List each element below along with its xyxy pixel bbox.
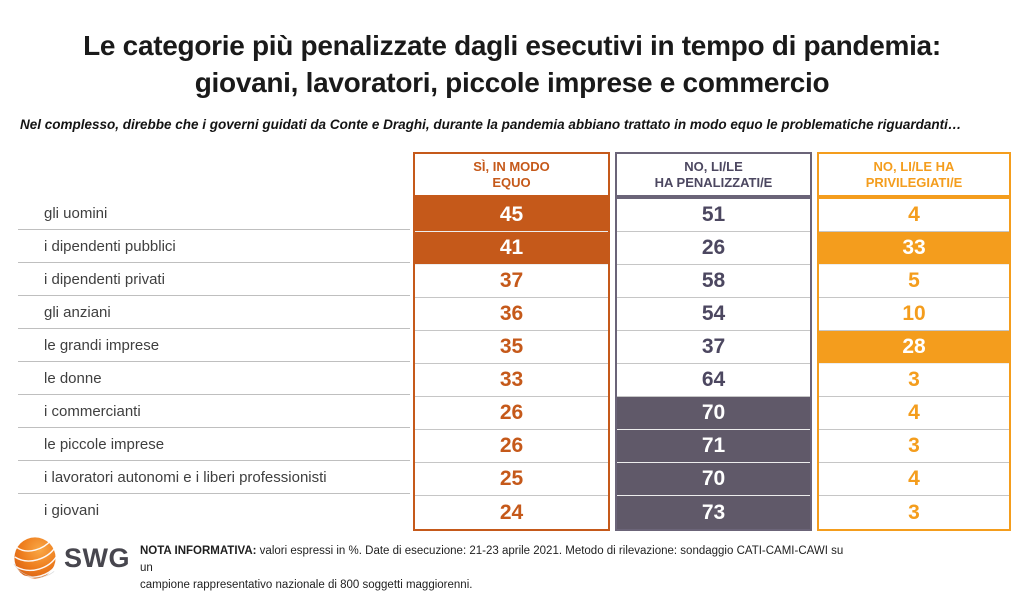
row-label: le donne	[18, 362, 410, 395]
value-cell: 28	[819, 331, 1009, 364]
column-body-penalizzati: 51 26 58 54 37 64 70 71 70 73	[615, 197, 812, 531]
value-cell: 25	[415, 463, 608, 496]
value-cell: 37	[415, 265, 608, 298]
column-si-in-modo-equo: SÌ, IN MODO EQUO 45 41 37 36 35 33 26 26 25 24	[413, 152, 610, 531]
value-cell: 70	[617, 397, 810, 430]
value-cell: 36	[415, 298, 608, 331]
row-label: i lavoratori autonomi e i liberi profess…	[18, 461, 410, 494]
column-header-penalizzati: NO, LI/LE HA PENALIZZATI/E	[615, 152, 812, 197]
column-header-equo-line1: SÌ, IN MODO	[473, 158, 550, 174]
note-line1: valori espressi in %. Date di esecuzione…	[140, 545, 844, 574]
slide: Le categorie più penalizzate dagli esecu…	[0, 27, 1024, 591]
row-label: gli uomini	[18, 197, 410, 230]
row-label: i giovani	[44, 502, 100, 519]
column-no-privilegiati: NO, LI/LE HA PRIVILEGIATI/E 4 33 5 10 28 3 4 3 4 3	[817, 152, 1011, 531]
column-header-privilegiati: NO, LI/LE HA PRIVILEGIATI/E	[817, 152, 1011, 197]
row-label: gli anziani	[18, 296, 410, 329]
row-label: le piccole imprese	[18, 428, 410, 461]
value-cell: 64	[617, 364, 810, 397]
value-cell: 4	[819, 463, 1009, 496]
value-cell: 4	[819, 199, 1009, 232]
row-label: le grandi imprese	[18, 329, 410, 362]
page-title: Le categorie più penalizzate dagli esecu…	[0, 27, 1024, 101]
value-cell: 4	[819, 397, 1009, 430]
value-cell: 5	[819, 265, 1009, 298]
value-cell: 26	[617, 232, 810, 265]
value-cell: 58	[617, 265, 810, 298]
value-cell: 51	[617, 199, 810, 232]
value-cell: 35	[415, 331, 608, 364]
column-header-penalizzati-line2: HA PENALIZZATI/E	[654, 174, 773, 190]
column-no-penalizzati: NO, LI/LE HA PENALIZZATI/E 51 26 58 54 37 64 70…	[615, 152, 812, 531]
value-cell: 3	[908, 500, 920, 524]
swg-logo-text: SWG	[64, 543, 130, 573]
column-header-privilegiati-line2: PRIVILEGIATI/E	[865, 174, 963, 190]
value-cell: 41	[415, 232, 608, 265]
column-header-equo: SÌ, IN MODO EQUO	[413, 152, 610, 197]
value-cell: 33	[415, 364, 608, 397]
value-cell: 45	[415, 199, 608, 232]
column-header-privilegiati-line1: NO, LI/LE HA	[873, 158, 955, 174]
column-header-equo-line2: EQUO	[492, 174, 531, 190]
value-cell: 26	[415, 397, 608, 430]
value-cell: 37	[617, 331, 810, 364]
swg-logo-icon	[13, 537, 57, 579]
row-label: i dipendenti pubblici	[18, 230, 410, 263]
column-header-penalizzati-line1: NO, LI/LE	[684, 158, 743, 174]
value-cell: 54	[617, 298, 810, 331]
value-cell: 24	[499, 500, 524, 524]
value-cell: 71	[617, 430, 810, 463]
title-line-2: giovani, lavoratori, piccole imprese e c…	[194, 66, 830, 98]
value-cell: 10	[819, 298, 1009, 331]
category-label-column: gli uomini i dipendenti pubblici i dipende…	[18, 197, 410, 527]
column-body-equo: 45 41 37 36 35 33 26 26 25 24	[413, 197, 610, 531]
value-cell: 3	[819, 364, 1009, 397]
column-body-privilegiati: 4 33 5 10 28 3 4 3 4 3	[817, 197, 1011, 531]
value-cell: 73	[617, 496, 810, 529]
row-label: i dipendenti privati	[18, 263, 410, 296]
methodology-note: NOTA INFORMATIVA: valori espressi in %. …	[140, 543, 845, 594]
note-label: NOTA INFORMATIVA:	[140, 545, 257, 557]
value-cell: 33	[819, 232, 1009, 265]
value-cell: 70	[617, 463, 810, 496]
value-cell: 3	[819, 430, 1009, 463]
value-cell: 26	[415, 430, 608, 463]
survey-question: Nel complesso, direbbe che i governi gui…	[20, 116, 962, 132]
title-line-1: Le categorie più penalizzate dagli esecu…	[83, 29, 941, 61]
row-label: i commercianti	[18, 395, 410, 428]
